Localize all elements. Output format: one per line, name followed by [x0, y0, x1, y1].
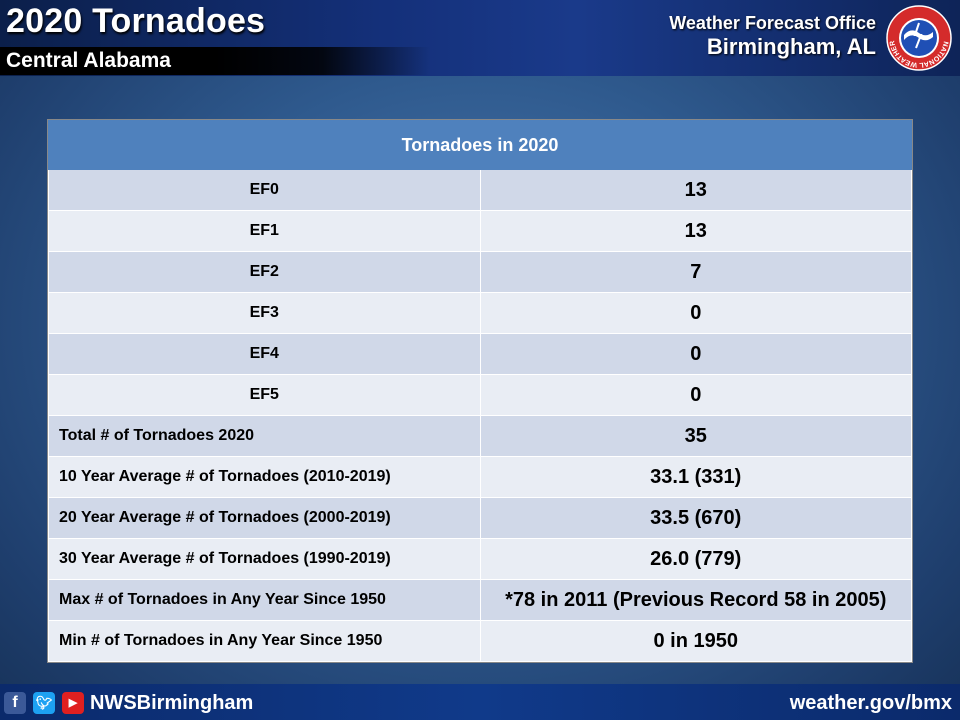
table-row: 20 Year Average # of Tornadoes (2000-201… — [48, 497, 912, 539]
row-label: 30 Year Average # of Tornadoes (1990-201… — [48, 538, 481, 580]
table-row: Total # of Tornadoes 2020 35 — [48, 415, 912, 457]
row-label: Total # of Tornadoes 2020 — [48, 415, 481, 457]
youtube-icon[interactable]: ▶ — [62, 692, 84, 714]
table-heading: Tornadoes in 2020 — [48, 120, 912, 170]
nws-logo-icon: NATIONAL WEATHER SERVICE — [886, 5, 952, 71]
row-label: EF4 — [48, 333, 481, 375]
row-value: 0 in 1950 — [479, 620, 912, 662]
office-line-1: Weather Forecast Office — [669, 13, 876, 33]
row-label: Min # of Tornadoes in Any Year Since 195… — [48, 620, 481, 662]
row-label: EF0 — [48, 169, 481, 211]
twitter-icon[interactable]: 🐦︎ — [33, 692, 55, 714]
page-title: 2020 Tornadoes — [6, 2, 266, 40]
table-row: EF1 13 — [48, 210, 912, 252]
row-value: 13 — [479, 169, 912, 211]
row-label: EF2 — [48, 251, 481, 293]
row-value: 0 — [479, 292, 912, 334]
office-line-2: Birmingham, AL — [706, 34, 876, 59]
table-row: 30 Year Average # of Tornadoes (1990-201… — [48, 538, 912, 580]
row-value: 33.1 (331) — [479, 456, 912, 498]
table-row: EF5 0 — [48, 374, 912, 416]
row-value: 13 — [479, 210, 912, 252]
table-row: EF2 7 — [48, 251, 912, 293]
row-value: *78 in 2011 (Previous Record 58 in 2005) — [479, 579, 912, 621]
row-label: Max # of Tornadoes in Any Year Since 195… — [48, 579, 481, 621]
table-row: 10 Year Average # of Tornadoes (2010-201… — [48, 456, 912, 498]
row-value: 33.5 (670) — [479, 497, 912, 539]
row-value: 35 — [479, 415, 912, 457]
website-link[interactable]: weather.gov/bmx — [789, 692, 952, 714]
row-label: EF1 — [48, 210, 481, 252]
table-row: EF0 13 — [48, 169, 912, 211]
row-label: 20 Year Average # of Tornadoes (2000-201… — [48, 497, 481, 539]
facebook-icon[interactable]: f — [4, 692, 26, 714]
row-value: 26.0 (779) — [479, 538, 912, 580]
office-name: Weather Forecast Office Birmingham, AL — [669, 12, 876, 60]
table-row: EF3 0 — [48, 292, 912, 334]
footer-bar — [0, 684, 960, 720]
row-label: 10 Year Average # of Tornadoes (2010-201… — [48, 456, 481, 498]
row-value: 0 — [479, 374, 912, 416]
tornado-table: Tornadoes in 2020 EF0 13 EF1 13 EF2 7 EF… — [47, 119, 913, 663]
row-value: 7 — [479, 251, 912, 293]
social-handle[interactable]: NWSBirmingham — [90, 692, 254, 714]
row-label: EF3 — [48, 292, 481, 334]
table-row: EF4 0 — [48, 333, 912, 375]
table-row: Max # of Tornadoes in Any Year Since 195… — [48, 579, 912, 621]
row-value: 0 — [479, 333, 912, 375]
subtitle-bar — [0, 47, 430, 75]
table-row: Min # of Tornadoes in Any Year Since 195… — [48, 620, 912, 662]
page-subtitle: Central Alabama — [6, 49, 171, 72]
row-label: EF5 — [48, 374, 481, 416]
